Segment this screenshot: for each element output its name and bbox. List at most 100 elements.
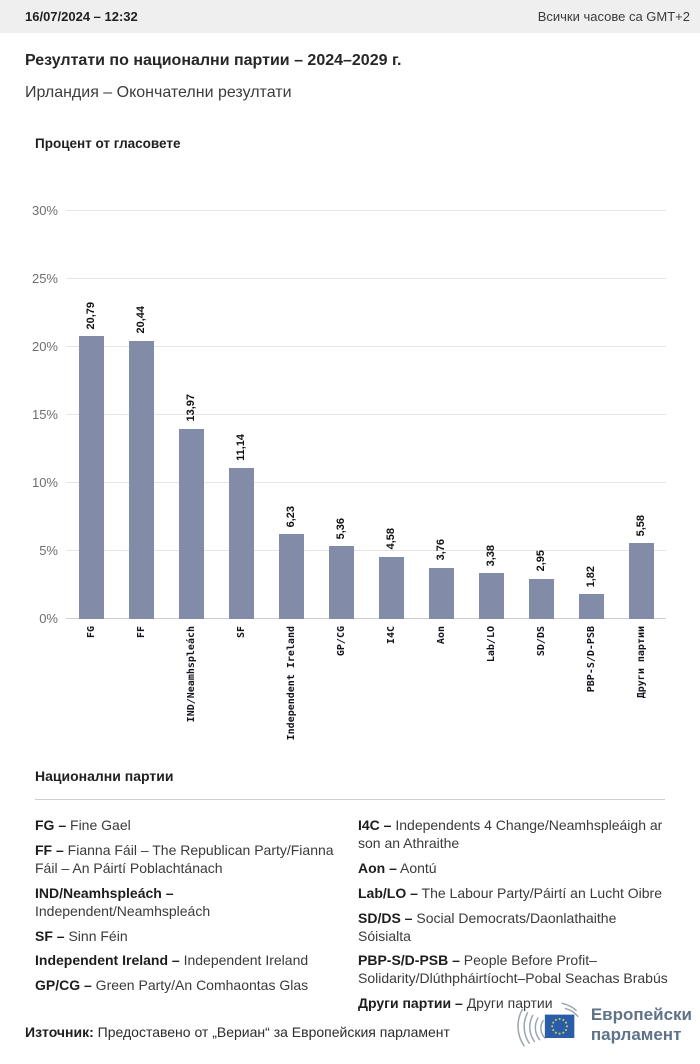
- legend-term: SD/DS –: [358, 909, 413, 926]
- flag-star: [564, 1021, 567, 1024]
- bar-value-label: 13,97: [185, 394, 197, 422]
- bar-slot: 2,95: [516, 211, 566, 619]
- x-tick-slot: SF: [216, 626, 266, 758]
- page-title: Резултати по национални партии – 2024–20…: [25, 52, 402, 69]
- x-tick-label: Independent Ireland: [285, 626, 297, 741]
- legend-term: Aon –: [358, 859, 397, 876]
- legend-item: Independent Ireland – Independent Irelan…: [35, 952, 309, 969]
- y-tick-label: 20%: [31, 339, 58, 354]
- bar-slot: 5,58: [616, 211, 666, 619]
- legend-item: SD/DS – Social Democrats/Daonlathaithe S…: [358, 909, 617, 944]
- legend-item: GP/CG – Green Party/An Comhaontas Glas: [35, 977, 309, 994]
- bar-value-label: 5,58: [635, 514, 647, 537]
- x-tick-slot: I4C: [366, 626, 416, 758]
- source-label: Източник:: [25, 1024, 94, 1040]
- bar-PBP-S/D-PSB: [578, 594, 604, 619]
- flag-star: [552, 1021, 555, 1024]
- bar-slot: 20,79: [66, 211, 116, 619]
- bar-chart-plot-area: 20,79 20,44 13,97 11,14 6,23 5,36 4,58 3,76 3,38…: [66, 210, 666, 619]
- european-parliament-logo: Европейски парламент: [505, 997, 692, 1053]
- y-axis-labels: 0% 5% 10% 15% 20% 25% 30%: [0, 203, 58, 631]
- legend-term: FG –: [35, 817, 67, 833]
- gridline-5pct: [66, 550, 666, 551]
- x-tick-slot: Aon: [416, 626, 466, 758]
- flag-star: [562, 1018, 565, 1021]
- x-tick-label: SD/DS: [535, 626, 547, 657]
- bar-value-label: 20,79: [85, 301, 97, 330]
- x-tick-slot: Други партии: [616, 626, 666, 758]
- bar-value-label: 3,38: [485, 544, 497, 566]
- x-tick-slot: IND/Neamhspleách: [166, 626, 216, 758]
- y-tick-label: 25%: [31, 271, 58, 286]
- bar-FG: [78, 336, 104, 619]
- bar-SD/DS: [528, 578, 554, 619]
- x-tick-label: I4C: [385, 626, 397, 645]
- logo-line1: Европейски: [590, 1004, 692, 1024]
- x-tick-label: Други партии: [635, 626, 647, 699]
- source-text: Предоставено от „Вериан“ за Европейския …: [97, 1024, 450, 1040]
- bar-slot: 20,44: [116, 211, 166, 619]
- bar-value-label: 11,14: [235, 433, 247, 461]
- bar-slot: 11,14: [216, 211, 266, 619]
- legend-term: GP/CG –: [35, 977, 92, 994]
- bar-GP/CG: [328, 546, 354, 619]
- flag-star: [558, 1017, 561, 1020]
- legend-item: FF – Fianna Fáil – The Republican Party/…: [35, 841, 334, 876]
- x-tick-label: Aon: [435, 626, 447, 645]
- bar-I4C: [378, 556, 404, 619]
- bar-slot: 6,23: [266, 211, 316, 619]
- x-tick-label: Lab/LO: [485, 626, 497, 663]
- legend-divider: [35, 799, 665, 800]
- parliament-logo-text: Европейски парламент: [591, 1005, 692, 1045]
- legend-term: SF –: [35, 927, 65, 944]
- bar-value-label: 5,36: [335, 517, 347, 540]
- flag-star: [562, 1031, 565, 1034]
- x-tick-slot: FG: [66, 626, 116, 758]
- bar-value-label: 4,58: [385, 528, 397, 550]
- legend-item: Aon – Aontú: [358, 859, 437, 876]
- bar-value-label: 2,95: [535, 550, 547, 572]
- bar-value-label: 6,23: [285, 505, 297, 528]
- bar-Aon: [428, 567, 454, 619]
- legend-column-right: I4C – Independents 4 Change/Neamhspleáig…: [358, 817, 672, 1020]
- legend-item: Lab/LO – The Labour Party/Páirtí an Luch…: [358, 884, 663, 901]
- x-tick-label: SF: [235, 626, 247, 639]
- x-tick-label: PBP-S/D-PSB: [585, 626, 597, 693]
- flag-star: [558, 1032, 561, 1035]
- bar-SF: [228, 467, 254, 619]
- gridline-10pct: [66, 482, 666, 483]
- gridline-0pct: [66, 618, 666, 619]
- bar-Independent Ireland: [278, 534, 304, 619]
- x-tick-label: FG: [85, 626, 97, 639]
- chart-title: Процент от гласовете: [35, 136, 181, 151]
- logo-line2: парламент: [590, 1025, 682, 1044]
- y-tick-label: 10%: [31, 475, 58, 490]
- legend-item: FG – Fine Gael: [35, 817, 131, 833]
- legend-term: Lab/LO –: [358, 884, 418, 901]
- bar-value-label: 1,82: [585, 565, 597, 588]
- bar-slot: 13,97: [166, 211, 216, 619]
- timezone-note: Всички часове са GMT+2: [537, 9, 690, 24]
- gridline-30pct: [66, 210, 666, 211]
- page-subtitle: Ирландия – Окончателни резултати: [25, 84, 292, 101]
- legend-item: IND/Neamhspleách – Independent/Neamhsple…: [35, 884, 211, 919]
- x-tick-label: GP/CG: [335, 626, 347, 657]
- legend-term: Други партии –: [358, 995, 463, 1012]
- legend-item: SF – Sinn Féin: [35, 927, 128, 944]
- x-tick-label: IND/Neamhspleách: [185, 626, 197, 723]
- x-tick-slot: GP/CG: [316, 626, 366, 758]
- legend-column-left: FG – Fine Gael FF – Fianna Fáil – The Rep…: [35, 817, 355, 1002]
- gridline-20pct: [66, 346, 666, 347]
- bars-container: 20,79 20,44 13,97 11,14 6,23 5,36 4,58 3,76 3,38…: [66, 211, 666, 619]
- legend-term: IND/Neamhspleách –: [35, 884, 174, 901]
- flag-star: [554, 1018, 557, 1021]
- y-tick-label: 15%: [31, 407, 58, 422]
- legend-item: PBP-S/D-PSB – People Before Profit–Solid…: [358, 952, 668, 987]
- legend-item: I4C – Independents 4 Change/Neamhspleáig…: [358, 817, 663, 851]
- legend-term: Independent Ireland –: [35, 952, 180, 969]
- bar-value-label: 20,44: [135, 306, 147, 334]
- bar-FF: [128, 341, 154, 619]
- datetime-label: 16/07/2024 – 12:32: [25, 9, 138, 24]
- flag-star: [554, 1031, 557, 1034]
- legend-item: Други партии – Други партии: [358, 995, 553, 1012]
